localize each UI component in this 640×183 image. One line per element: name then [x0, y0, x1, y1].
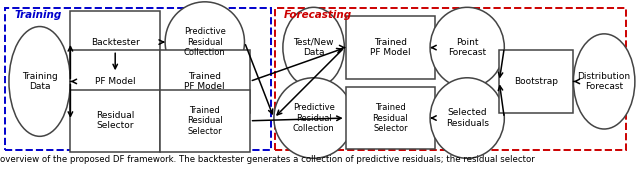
Ellipse shape: [274, 78, 353, 158]
Bar: [70, 11, 160, 73]
Bar: [70, 90, 160, 152]
Text: Forecasting: Forecasting: [284, 10, 351, 20]
Text: Distribution
Forecast: Distribution Forecast: [577, 72, 631, 91]
Ellipse shape: [165, 2, 244, 82]
Bar: [160, 90, 250, 152]
Ellipse shape: [9, 27, 70, 136]
Text: Trained
PF Model: Trained PF Model: [184, 72, 225, 91]
Text: Bootstrap: Bootstrap: [515, 77, 558, 86]
Bar: [70, 50, 160, 113]
Text: Training
Data: Training Data: [22, 72, 58, 91]
Ellipse shape: [573, 34, 635, 129]
Text: Residual
Selector: Residual Selector: [96, 111, 134, 130]
Ellipse shape: [430, 7, 504, 88]
Text: Test/New
Data: Test/New Data: [293, 38, 334, 57]
Bar: [275, 8, 626, 150]
Bar: [499, 50, 573, 113]
Text: Backtester: Backtester: [91, 38, 140, 47]
Text: Predictive
Residual
Collection: Predictive Residual Collection: [184, 27, 226, 57]
Bar: [346, 87, 435, 149]
Text: Trained
Residual
Selector: Trained Residual Selector: [187, 106, 223, 136]
Text: Predictive
Residual
Collection: Predictive Residual Collection: [292, 103, 335, 133]
Ellipse shape: [430, 78, 504, 158]
Text: overview of the proposed DF framework. The backtester generates a collection of : overview of the proposed DF framework. T…: [0, 155, 535, 164]
Text: Selected
Residuals: Selected Residuals: [445, 108, 489, 128]
Text: Trained
PF Model: Trained PF Model: [370, 38, 411, 57]
Text: Trained
Residual
Selector: Trained Residual Selector: [372, 103, 408, 133]
Text: Point
Forecast: Point Forecast: [448, 38, 486, 57]
Text: Training: Training: [14, 10, 61, 20]
Ellipse shape: [283, 7, 344, 88]
Bar: [5, 8, 271, 150]
Bar: [346, 16, 435, 79]
Bar: [160, 50, 250, 113]
Text: PF Model: PF Model: [95, 77, 136, 86]
